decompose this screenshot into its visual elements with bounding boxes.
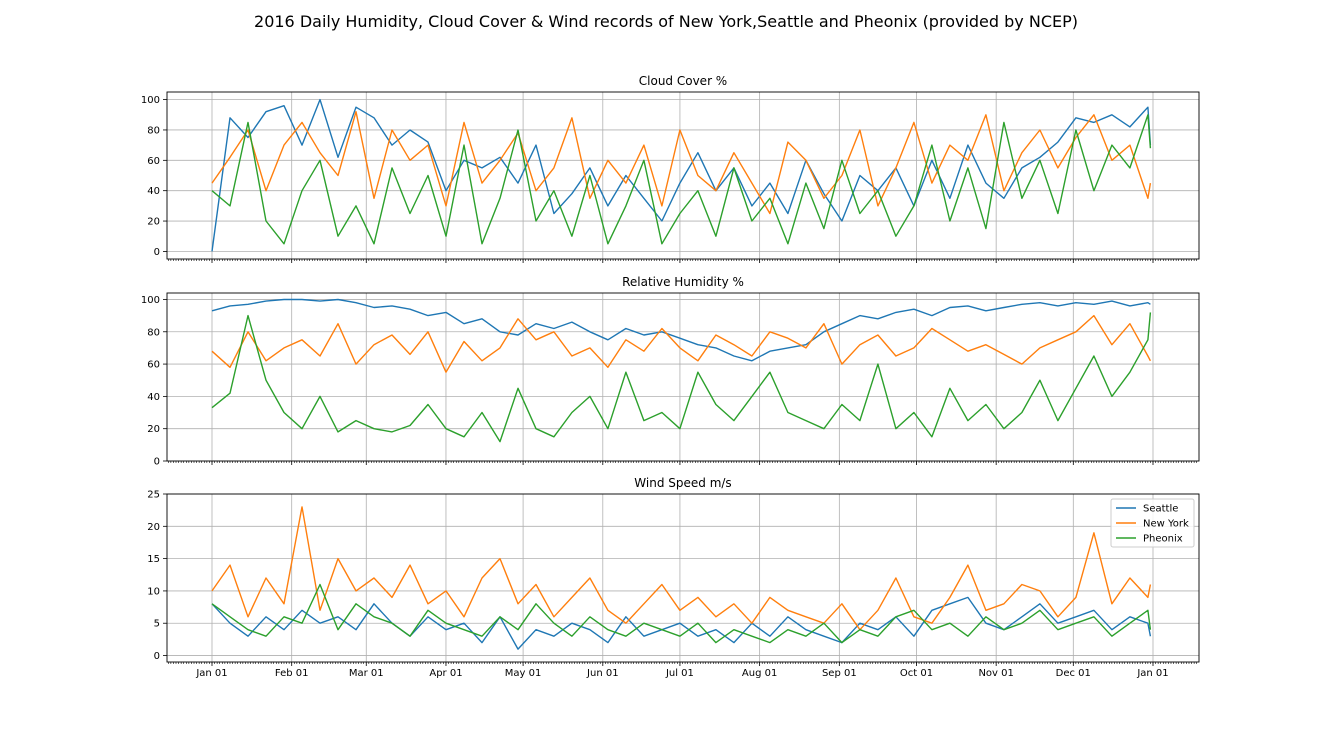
legend-label: Pheonix: [1143, 534, 1183, 545]
y-tick-label: 100: [141, 295, 160, 306]
x-tick-label: Sep 01: [822, 668, 857, 679]
subplot-title: Relative Humidity %: [622, 275, 744, 289]
x-tick-label: Feb 01: [275, 668, 309, 679]
subplot-3: 0 5 10 15 20 25 Jan 01 Feb 01 Mar 01 Apr 01 May 01…: [147, 476, 1200, 679]
y-tick-label: 80: [147, 125, 160, 136]
series-line-pheonix: [211, 114, 1152, 245]
series-line-new-york: [211, 506, 1152, 631]
y-tick-label: 60: [147, 360, 160, 371]
series-line-seattle: [211, 298, 1151, 362]
y-tick-label: 15: [147, 554, 160, 565]
y-tick-label: 20: [147, 217, 160, 228]
y-tick-label: 10: [147, 586, 160, 597]
x-tick-label: Jul 01: [665, 668, 694, 679]
y-tick-label: 0: [154, 457, 160, 468]
subplot-1: 0 20 40 60 80 100 Cloud Cover %: [141, 74, 1200, 263]
series-line-pheonix: [211, 312, 1152, 443]
plot-area: [167, 494, 1199, 662]
plot-frame: [166, 91, 1200, 260]
y-tick-label: 25: [147, 490, 160, 501]
x-tick-label: Nov 01: [978, 668, 1013, 679]
y-tick-label: 60: [147, 156, 160, 167]
x-tick-label: Dec 01: [1056, 668, 1091, 679]
x-tick-label: Apr 01: [429, 668, 462, 679]
y-tick-label: 20: [147, 522, 160, 533]
legend: Seattle New York Pheonix: [1110, 498, 1195, 548]
series-line-new-york: [211, 110, 1152, 215]
figure-title: 2016 Daily Humidity, Cloud Cover & Wind …: [254, 12, 1078, 31]
y-tick-label: 5: [154, 619, 160, 630]
plot-frame: [166, 292, 1200, 462]
subplot-2: 0 20 40 60 80 100 Relative Humidity %: [141, 275, 1200, 468]
x-tick-label: Aug 01: [742, 668, 777, 679]
legend-box: [1110, 498, 1195, 548]
x-tick-label: Jan 01: [1136, 668, 1168, 679]
y-tick-label: 0: [154, 247, 160, 258]
legend-label: Seattle: [1143, 504, 1178, 515]
y-tick-label: 80: [147, 327, 160, 338]
x-tick-label: Oct 01: [900, 668, 933, 679]
x-tick-label: Jan 01: [195, 668, 227, 679]
y-tick-label: 20: [147, 424, 160, 435]
legend-label: New York: [1143, 519, 1189, 530]
y-tick-label: 40: [147, 186, 160, 197]
subplot-title: Cloud Cover %: [639, 74, 727, 88]
series-line-seattle: [211, 98, 1152, 252]
plot-frame: [166, 493, 1200, 663]
series-line-pheonix: [211, 583, 1152, 644]
y-tick-label: 100: [141, 95, 160, 106]
plot-area: [167, 92, 1199, 259]
x-tick-label: Mar 01: [349, 668, 384, 679]
plot-area: [167, 293, 1199, 461]
x-tick-label: May 01: [505, 668, 542, 679]
series-line-new-york: [211, 314, 1152, 373]
y-tick-label: 40: [147, 392, 160, 403]
y-tick-label: 0: [154, 651, 160, 662]
x-tick-label: Jun 01: [586, 668, 619, 679]
subplot-title: Wind Speed m/s: [634, 476, 731, 490]
